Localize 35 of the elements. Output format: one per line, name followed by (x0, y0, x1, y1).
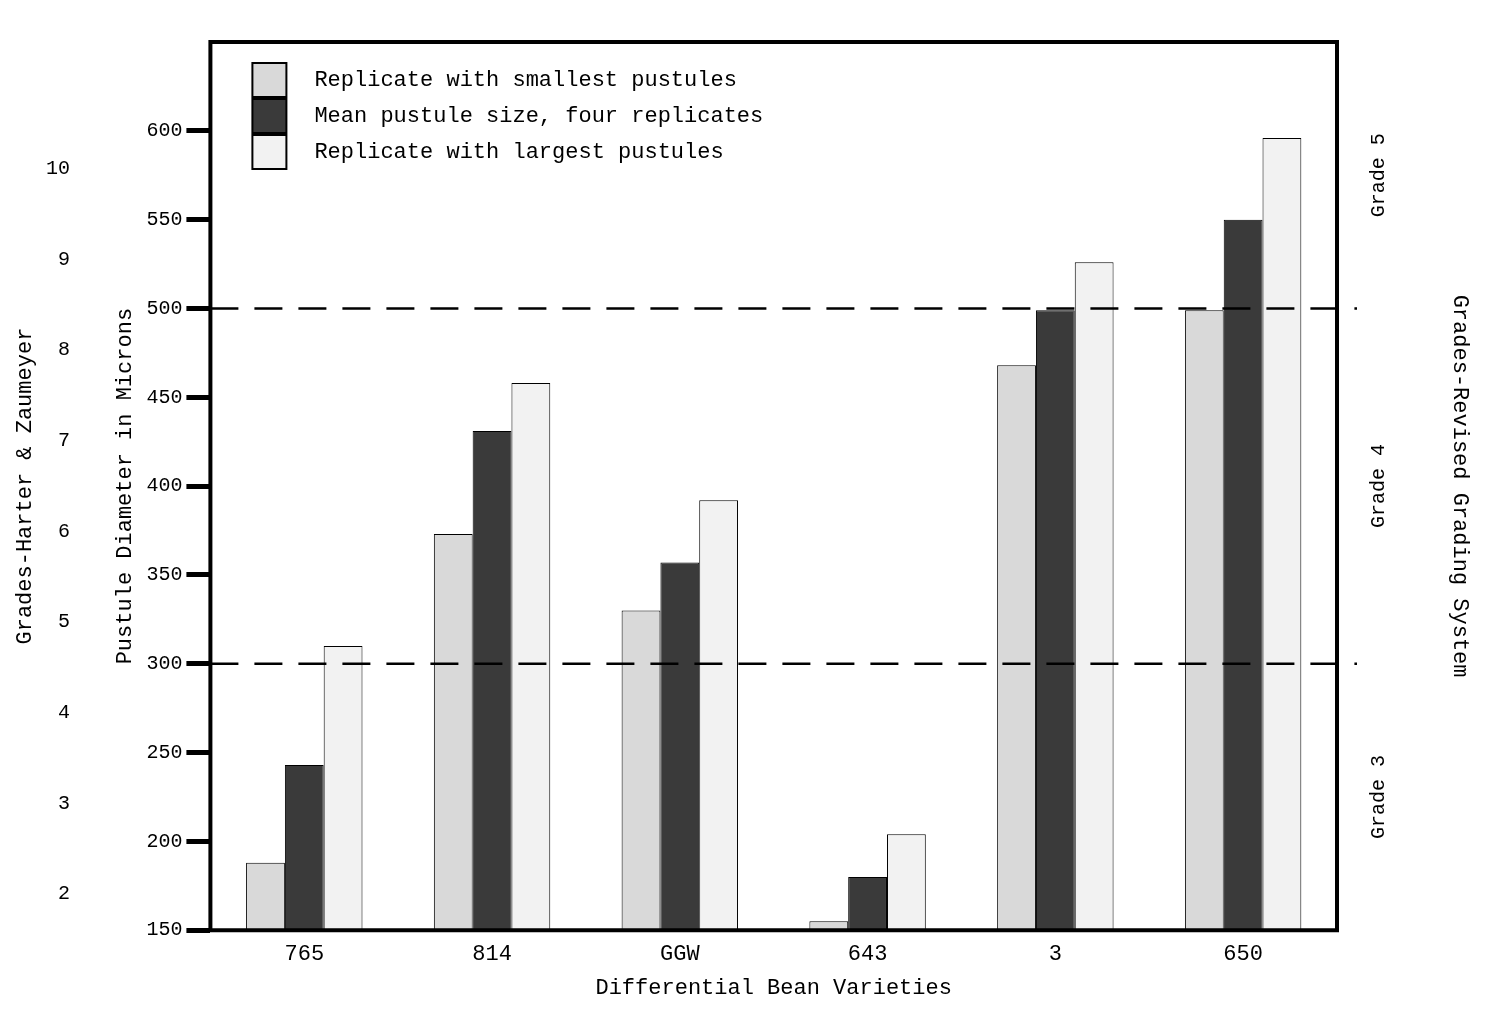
y-tick-label: 350 (146, 563, 183, 587)
text: Grade 4 (1367, 444, 1391, 529)
y3-tick-label: 4 (57, 700, 70, 724)
y-tick-label: 500 (146, 296, 183, 320)
legend-label: Replicate with largest pustules (314, 139, 724, 165)
y3-tick-label: 2 (57, 882, 70, 906)
y-tick-label: 600 (146, 119, 183, 143)
y3-tick-label: 9 (57, 247, 70, 271)
y3-tick-label: 6 (57, 519, 70, 543)
y2-axis-title: Grades-Revised Grading System (1446, 294, 1472, 678)
y-tick-label: 300 (146, 652, 183, 676)
y-axis-title: Pustule Diameter in Microns (113, 307, 139, 665)
y-tick-label: 450 (146, 385, 183, 409)
x-axis-title: Differential Bean Varieties (595, 975, 952, 1001)
y3-tick-label: 8 (57, 338, 70, 362)
legend-label: Mean pustule size, four replicates (314, 103, 764, 129)
y3-tick-label: 3 (57, 791, 70, 815)
x-tick-label: 765 (284, 942, 325, 968)
y-tick-label: 550 (146, 207, 183, 231)
y3-tick-label: 5 (57, 610, 70, 634)
y-tick-label: 150 (146, 918, 183, 942)
y3-tick-label: 10 (45, 157, 70, 181)
x-tick-label: 643 (847, 942, 888, 968)
text: Grade 3 (1367, 754, 1391, 839)
y-tick-label: 250 (146, 740, 183, 764)
x-tick-label: 814 (472, 942, 512, 968)
y3-tick-label: 7 (57, 429, 70, 453)
legend-label: Replicate with smallest pustules (314, 67, 737, 93)
x-tick-label: GGW (660, 942, 701, 968)
text: Grade 5 (1367, 133, 1391, 218)
y-tick-label: 200 (146, 829, 183, 853)
x-tick-label: 3 (1048, 942, 1062, 968)
y-tick-label: 400 (146, 474, 183, 498)
x-tick-label: 650 (1223, 942, 1263, 968)
y3-axis-title: Grades-Harter & Zaumeyer (13, 327, 39, 645)
